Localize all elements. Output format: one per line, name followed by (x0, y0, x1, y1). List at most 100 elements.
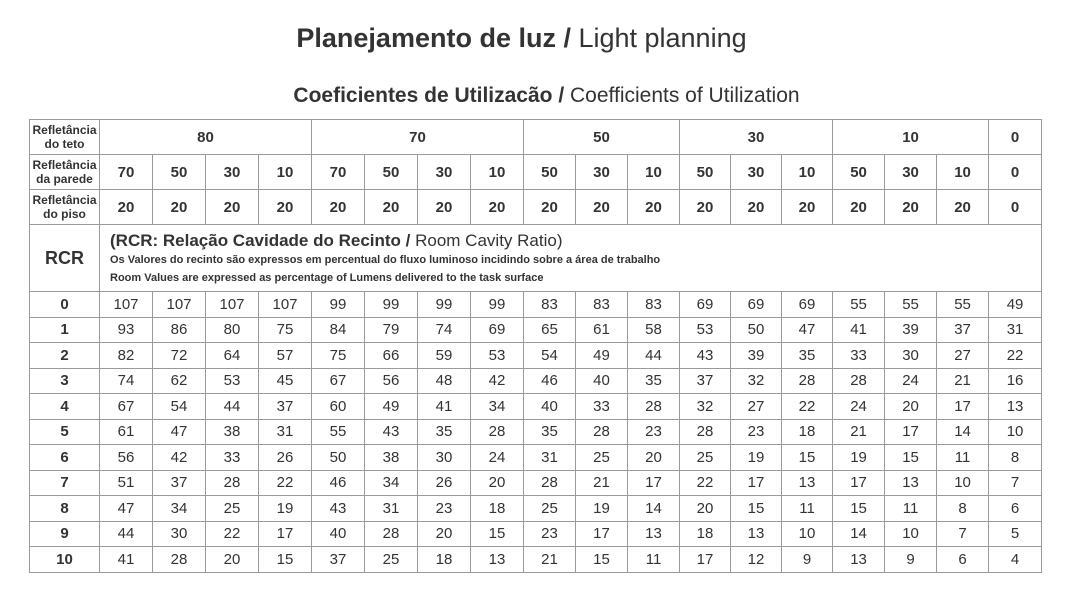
cu-value: 40 (575, 367, 628, 394)
floor-reflectance-value: 20 (626, 189, 681, 225)
caption-main-bold: (RCR: Relação Cavidade do Recinto / (110, 231, 411, 250)
cu-value: 64 (205, 342, 259, 369)
cu-value: 30 (884, 342, 938, 369)
cu-value: 24 (470, 444, 524, 471)
cu-value: 13 (781, 469, 834, 496)
cu-value: 37 (679, 367, 732, 394)
rcr-value: 4 (29, 393, 100, 420)
cu-value: 53 (205, 367, 259, 394)
cu-value: 28 (832, 367, 886, 394)
cu-value: 34 (152, 495, 206, 522)
cu-value: 28 (626, 393, 681, 420)
cu-value: 38 (205, 418, 259, 445)
cu-value: 11 (781, 495, 834, 522)
floor-reflectance-value: 20 (364, 189, 418, 225)
rcr-value: 1 (29, 316, 100, 343)
floor-reflectance-value: 20 (730, 189, 783, 225)
cu-value: 42 (470, 367, 524, 394)
rcr-caption: (RCR: Relação Cavidade do Recinto / Room… (98, 224, 1043, 292)
caption-main: (RCR: Relação Cavidade do Recinto / Room… (110, 231, 1041, 251)
cu-value: 69 (730, 291, 783, 318)
wall-reflectance-value: 30 (884, 154, 938, 190)
cu-value: 17 (575, 520, 628, 547)
cu-value: 28 (364, 520, 418, 547)
rcr-value: 9 (29, 520, 100, 547)
cu-value: 35 (417, 418, 471, 445)
table-row: 9 44 30 22 17 40 28 20 15 23 17 13 18 13 10 14 10 7 5 (29, 520, 1043, 547)
cu-value: 37 (152, 469, 206, 496)
cu-value: 12 (730, 546, 783, 573)
ceiling-reflectance-value: 70 (311, 119, 524, 155)
cu-value: 33 (575, 393, 628, 420)
cu-value: 99 (470, 291, 524, 318)
cu-value: 13 (832, 546, 886, 573)
page-title-bold: Planejamento de luz / (296, 23, 571, 53)
cu-value: 24 (832, 393, 886, 420)
cu-value: 83 (523, 291, 576, 318)
floor-reflectance-value: 20 (470, 189, 524, 225)
cu-value: 19 (258, 495, 312, 522)
cu-value: 8 (936, 495, 990, 522)
cu-value: 7 (936, 520, 990, 547)
cu-value: 15 (470, 520, 524, 547)
rcr-header: RCR (29, 224, 100, 292)
cu-value: 41 (417, 393, 471, 420)
floor-reflectance-row: Refletância do piso 20 20 20 20 20 20 20 20 20 20… (29, 189, 1043, 225)
floor-reflectance-value: 0 (988, 189, 1043, 225)
cu-value: 37 (311, 546, 365, 573)
wall-reflectance-value: 10 (781, 154, 834, 190)
cu-value: 82 (99, 342, 153, 369)
floor-reflectance-label: Refletância do piso (29, 189, 100, 225)
cu-value: 22 (781, 393, 834, 420)
cu-value: 49 (988, 291, 1043, 318)
floor-reflectance-value: 20 (679, 189, 732, 225)
cu-value: 9 (884, 546, 938, 573)
ceiling-reflectance-value: 30 (679, 119, 834, 155)
table-subtitle: Coeficientes de Utilizacão / Coefficient… (0, 83, 1071, 109)
wall-reflectance-value: 30 (205, 154, 259, 190)
cu-value: 15 (730, 495, 783, 522)
cu-value: 107 (258, 291, 312, 318)
cu-value: 21 (832, 418, 886, 445)
cu-value: 15 (781, 444, 834, 471)
cu-value: 53 (470, 342, 524, 369)
floor-reflectance-value: 20 (523, 189, 576, 225)
cu-value: 33 (205, 444, 259, 471)
cu-value: 43 (311, 495, 365, 522)
cu-value: 11 (884, 495, 938, 522)
cu-value: 53 (679, 316, 732, 343)
table-subtitle-normal: Coefficients of Utilization (564, 84, 800, 107)
table-row: 5 61 47 38 31 55 43 35 28 35 28 23 28 23 18 21 17 14 10 (29, 418, 1043, 445)
cu-value: 57 (258, 342, 312, 369)
cu-value: 51 (99, 469, 153, 496)
cu-value: 14 (626, 495, 681, 522)
cu-value: 16 (988, 367, 1043, 394)
cu-value: 35 (523, 418, 576, 445)
cu-value: 66 (364, 342, 418, 369)
cu-value: 34 (364, 469, 418, 496)
cu-value: 41 (832, 316, 886, 343)
cu-value: 42 (152, 444, 206, 471)
ceiling-reflectance-label: Refletância do teto (29, 119, 100, 155)
wall-reflectance-value: 70 (311, 154, 365, 190)
floor-reflectance-value: 20 (781, 189, 834, 225)
cu-value: 49 (364, 393, 418, 420)
cu-value: 75 (258, 316, 312, 343)
table-body: Refletância do teto 80 70 50 30 10 0 Refletân… (29, 119, 1043, 573)
cu-value: 99 (417, 291, 471, 318)
cu-value: 46 (523, 367, 576, 394)
cu-value: 22 (988, 342, 1043, 369)
cu-value: 21 (575, 469, 628, 496)
cu-value: 10 (884, 520, 938, 547)
cu-value: 28 (205, 469, 259, 496)
cu-value: 69 (781, 291, 834, 318)
label-line: Refletância (32, 123, 97, 137)
rcr-value: 8 (29, 495, 100, 522)
cu-value: 17 (258, 520, 312, 547)
ceiling-reflectance-value: 80 (99, 119, 312, 155)
wall-reflectance-value: 10 (470, 154, 524, 190)
cu-value: 47 (781, 316, 834, 343)
cu-value: 22 (205, 520, 259, 547)
cu-value: 79 (364, 316, 418, 343)
cu-value: 28 (679, 418, 732, 445)
